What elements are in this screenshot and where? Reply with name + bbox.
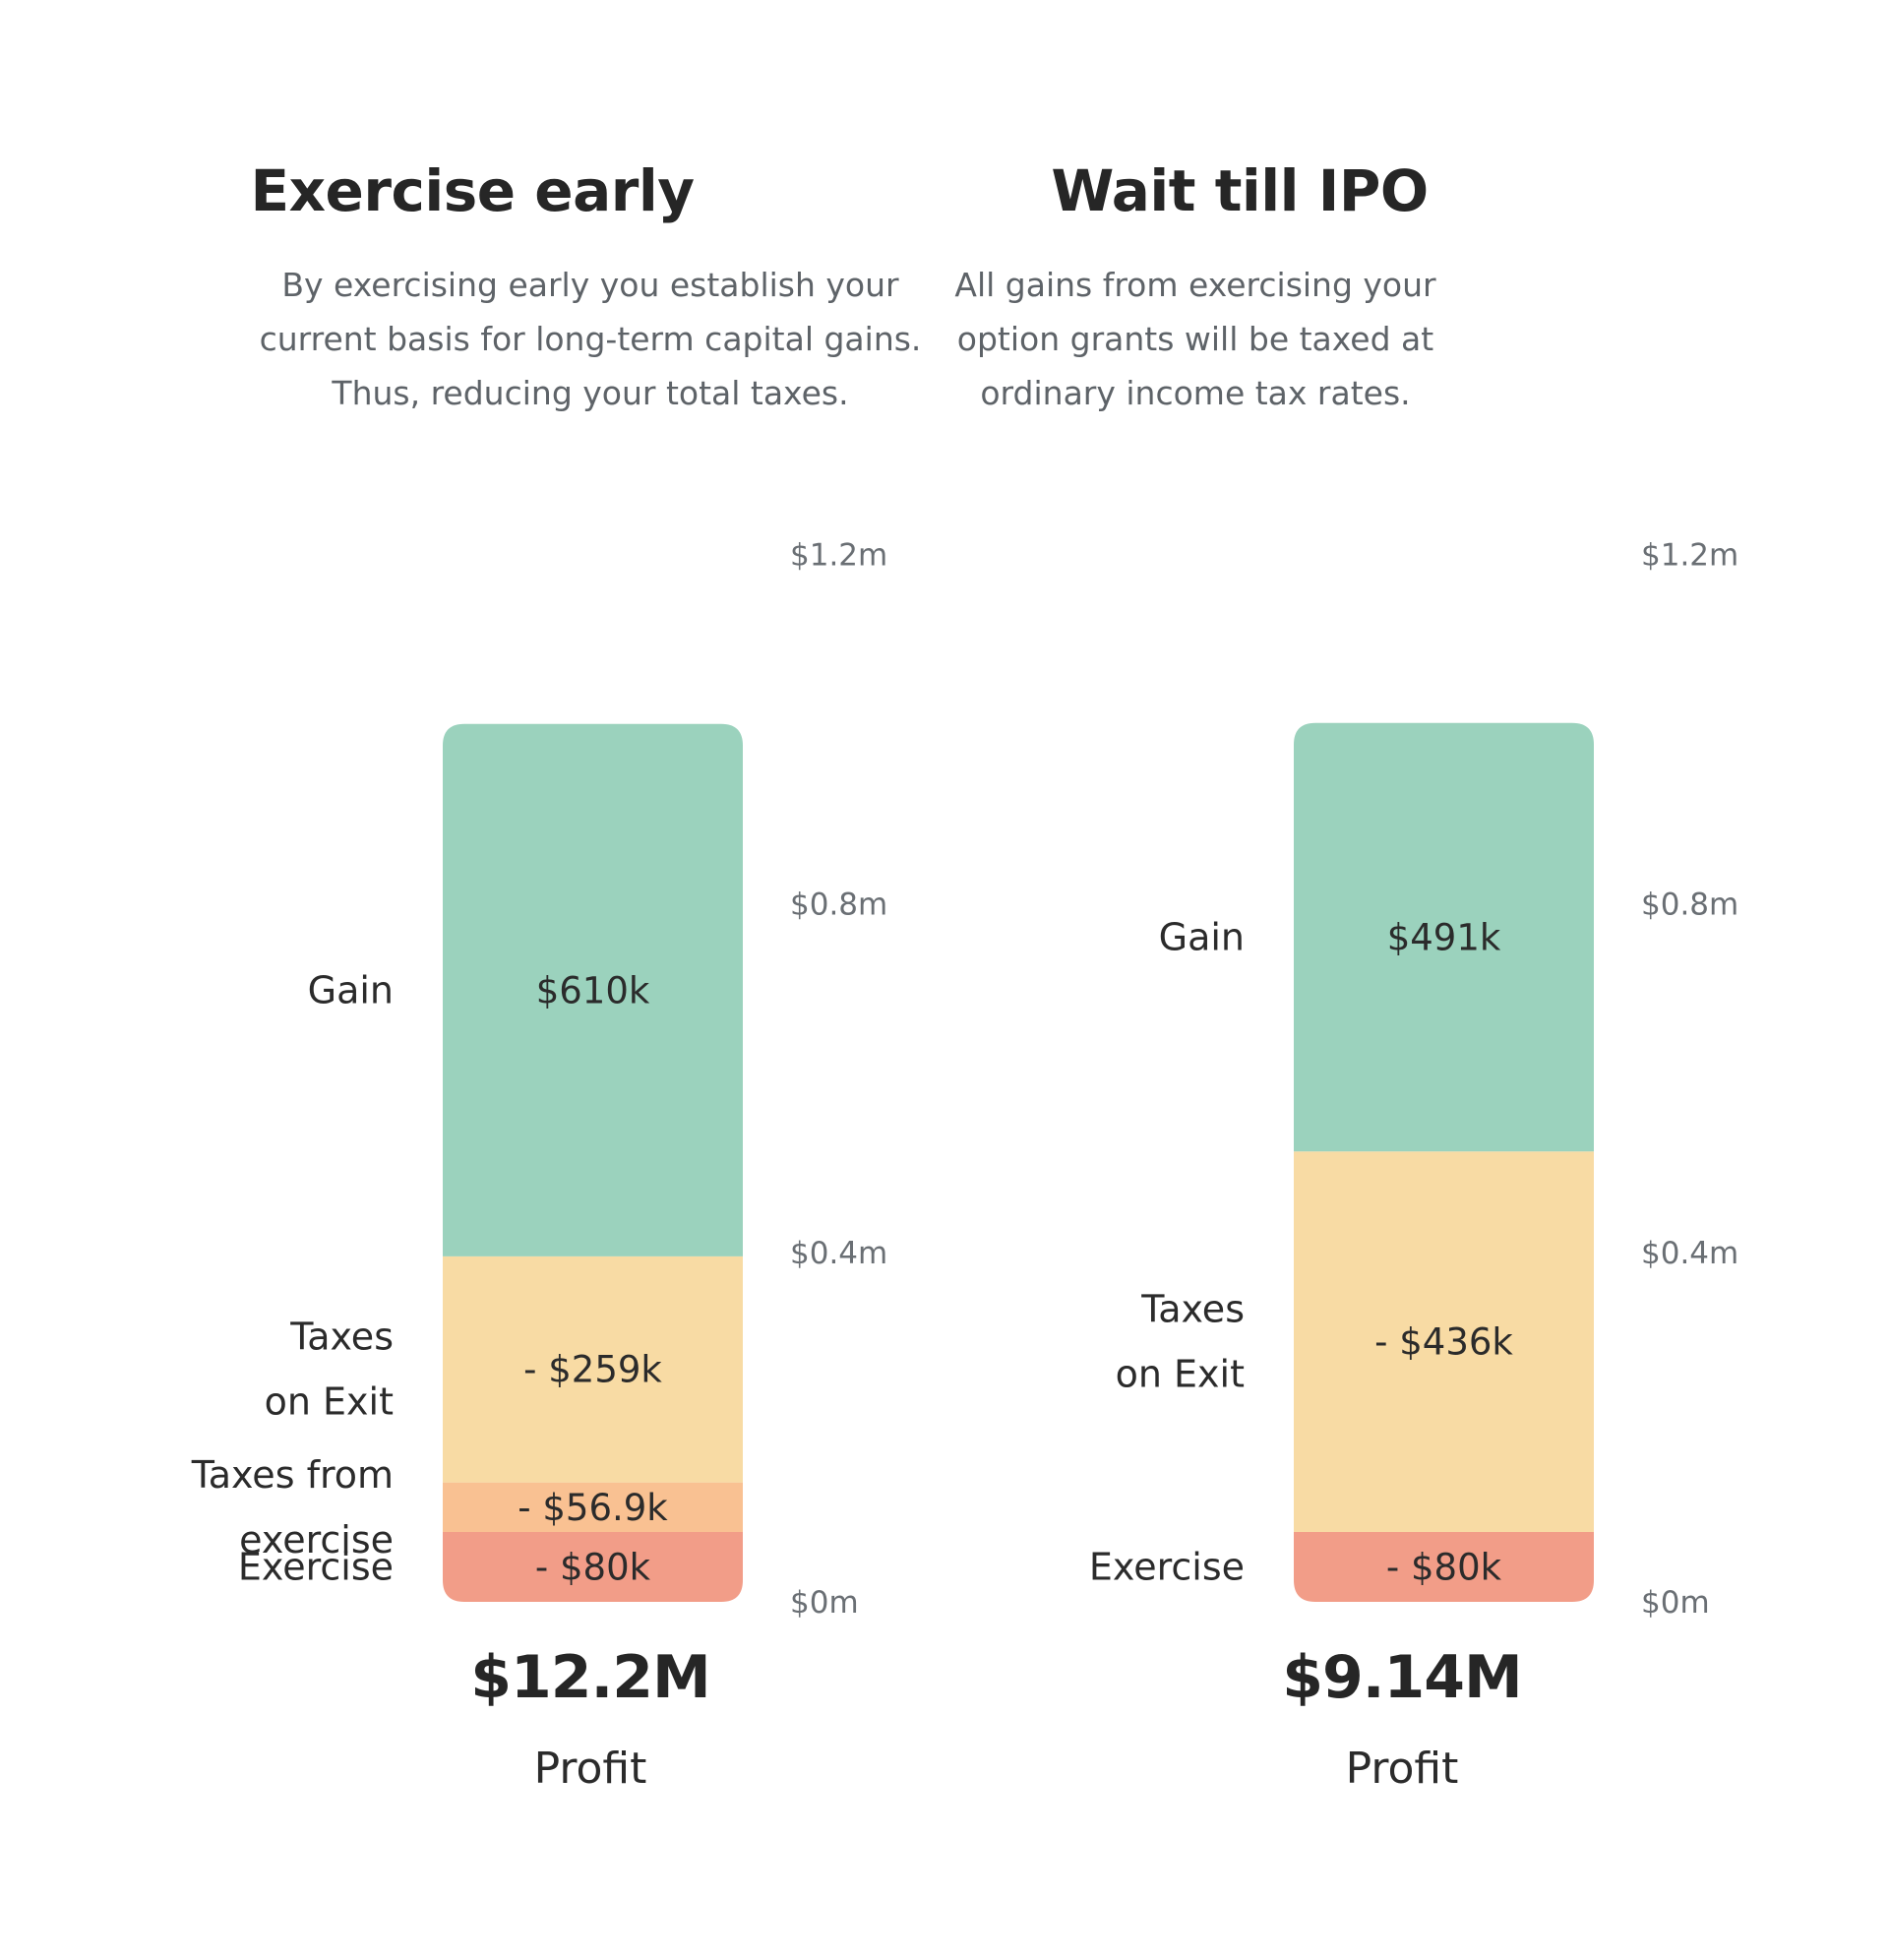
category-label: Taxes from xyxy=(191,1453,394,1497)
chart-title: Wait till IPO xyxy=(1051,157,1429,224)
total-profit-label: Profit xyxy=(1345,1744,1459,1794)
category-label: exercise xyxy=(239,1518,394,1562)
category-label: Gain xyxy=(308,968,394,1011)
chart-description: All gains from exercising your option gr… xyxy=(841,258,1550,420)
bar-segment-taxes-from-exercise xyxy=(443,1482,743,1533)
category-label: Taxes xyxy=(289,1316,394,1359)
category-label: Exercise xyxy=(238,1546,394,1589)
category-label: Exercise xyxy=(1089,1546,1245,1589)
y-tick-label: $0.8m xyxy=(790,887,887,922)
chart-title: Exercise early xyxy=(250,157,695,224)
y-tick-label: $0.8m xyxy=(1641,887,1738,922)
bar-segment-exercise xyxy=(443,1532,743,1602)
data-label: - $80k xyxy=(535,1547,651,1589)
total-profit-value: $9.14M xyxy=(1282,1643,1523,1712)
data-label: - $436k xyxy=(1374,1321,1513,1364)
y-tick-label: $0.4m xyxy=(1641,1236,1738,1271)
category-label: Taxes xyxy=(1140,1288,1245,1331)
description-line: Thus, reducing your total taxes. xyxy=(332,374,849,412)
category-label: Gain xyxy=(1159,916,1245,959)
bar-segment-gain xyxy=(1294,722,1594,1152)
y-tick-label: $0.4m xyxy=(790,1236,887,1271)
description-line: All gains from exercising your xyxy=(954,266,1436,304)
data-label: $491k xyxy=(1387,917,1501,959)
data-label: - $56.9k xyxy=(518,1487,668,1529)
total-profit-value: $12.2M xyxy=(470,1643,711,1712)
panel-exercise-early: Exercise early By exercising early you e… xyxy=(0,0,944,1960)
bar-segment-gain xyxy=(443,723,743,1256)
category-label: on Exit xyxy=(1116,1353,1245,1396)
bar-segment-taxes-on-exit xyxy=(443,1256,743,1483)
panel-wait-till-ipo: Wait till IPO All gains from exercising … xyxy=(944,0,1889,1960)
description-line: By exercising early you establish your xyxy=(281,266,899,304)
data-label: $610k xyxy=(536,969,650,1011)
total-profit-label: Profit xyxy=(533,1744,647,1794)
y-tick-label: $0m xyxy=(1641,1585,1710,1621)
category-label: on Exit xyxy=(265,1380,394,1424)
data-label: - $80k xyxy=(1386,1547,1502,1589)
y-tick-label: $1.2m xyxy=(790,538,887,574)
y-tick-label: $0m xyxy=(790,1585,859,1621)
stacked-bar-chart-wait-till-ipo: $0m $0.4m $0.8m $1.2m - $80k Exercise - $436k T… xyxy=(1089,538,1738,1621)
description-line: current basis for long-term capital gain… xyxy=(259,320,922,358)
data-label: - $259k xyxy=(523,1349,662,1391)
description-line: option grants will be taxed at xyxy=(956,320,1434,358)
description-line: ordinary income tax rates. xyxy=(980,374,1411,412)
bar-segment-exercise xyxy=(1294,1532,1594,1602)
chart-description: By exercising early you establish your c… xyxy=(236,258,944,420)
y-tick-label: $1.2m xyxy=(1641,538,1738,574)
bar-segment-taxes-on-exit xyxy=(1294,1151,1594,1533)
stacked-bar-chart-exercise-early: $0m $0.4m $0.8m $1.2m - $80k Exercise - $56.9k… xyxy=(191,538,887,1621)
